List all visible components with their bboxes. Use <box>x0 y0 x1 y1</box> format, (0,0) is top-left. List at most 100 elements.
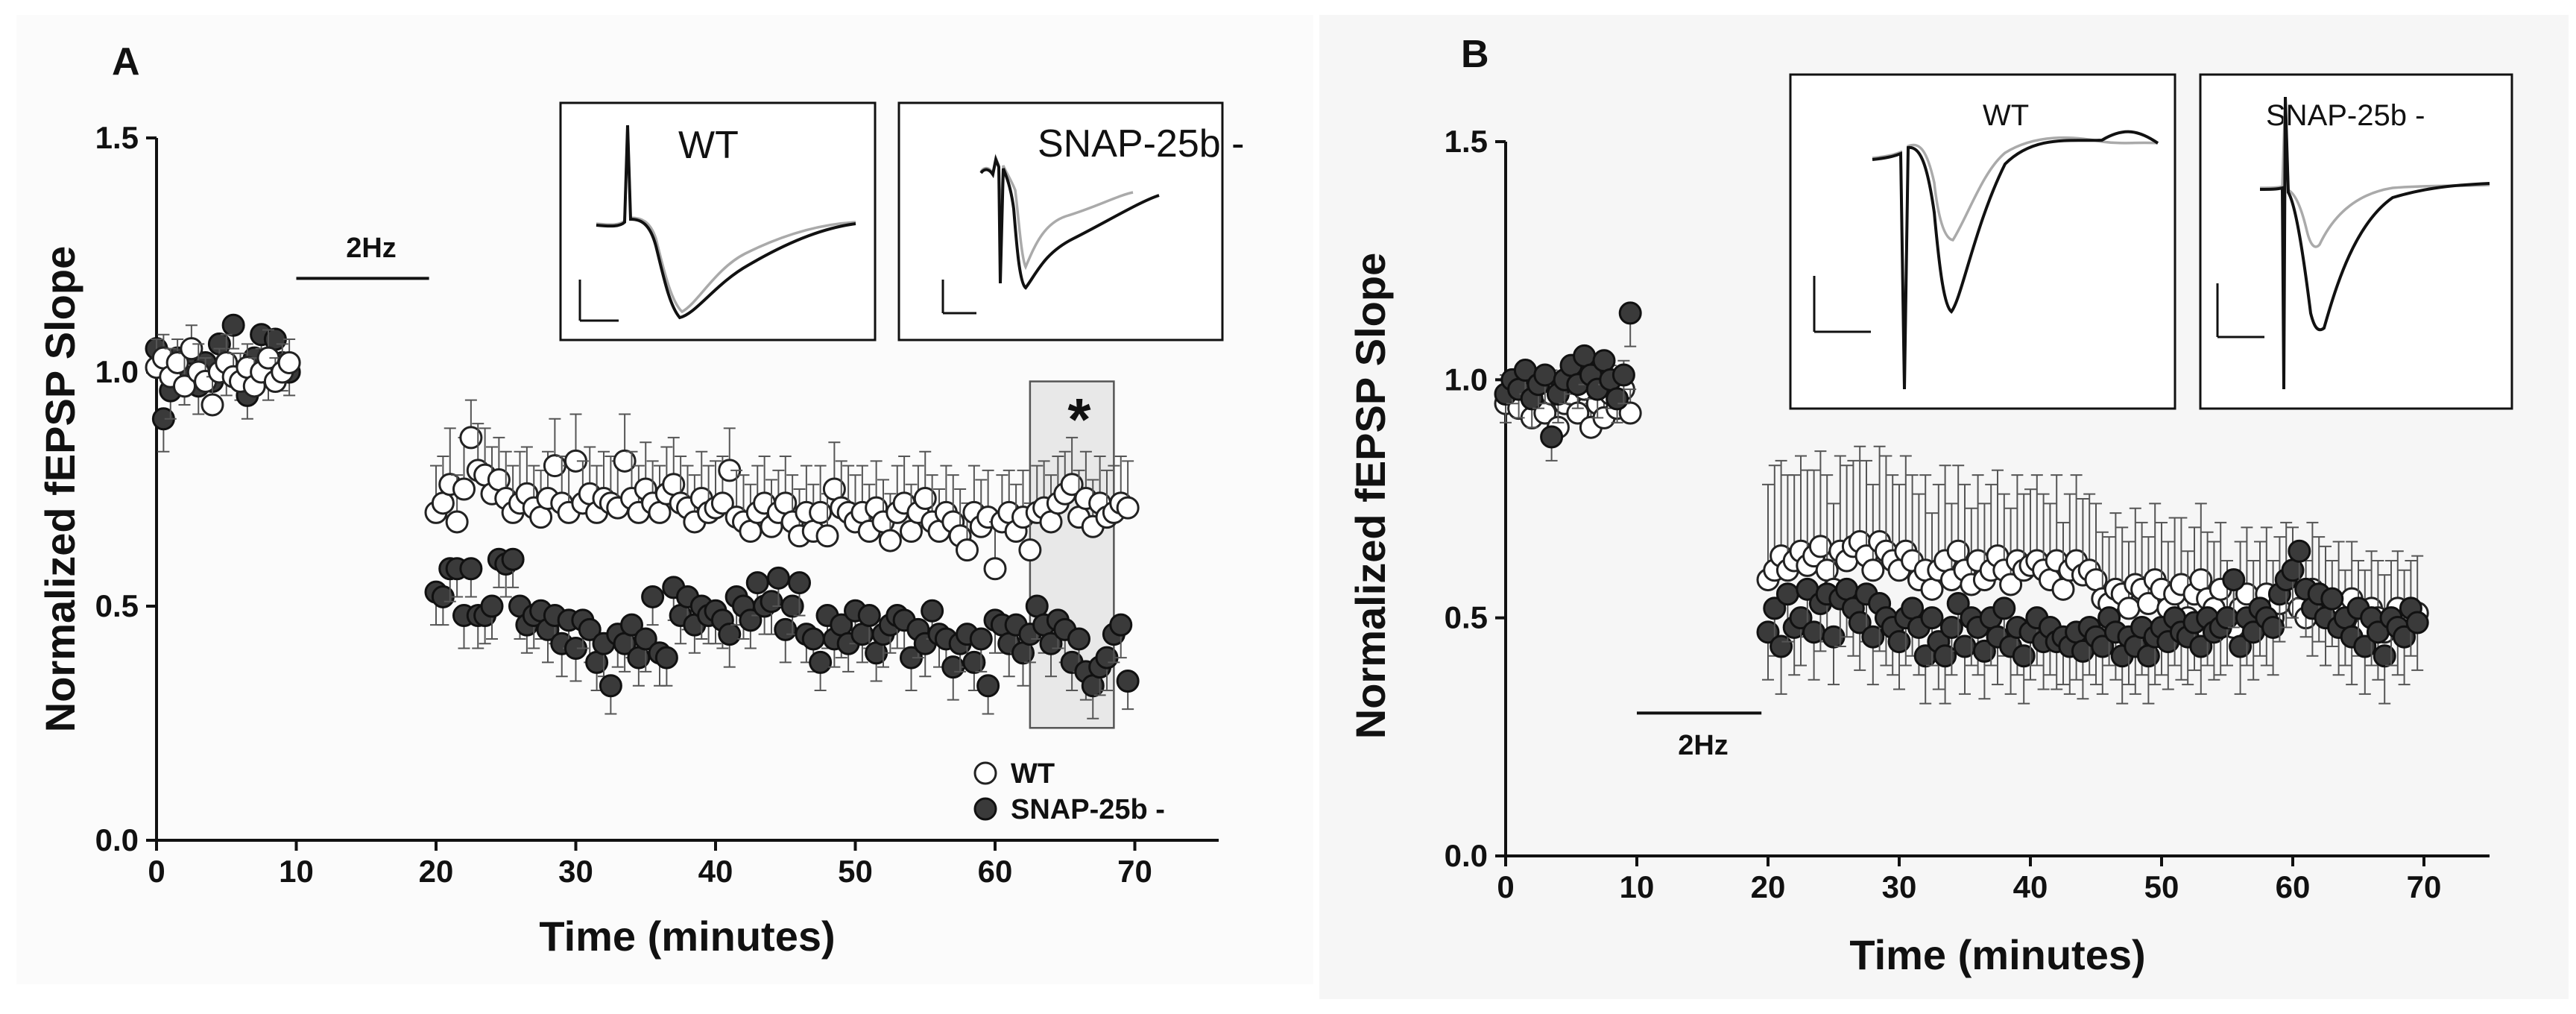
inset-wt: WT <box>1789 73 2176 410</box>
x-tick-label: 30 <box>1882 869 1917 904</box>
y-axis-label: Normalized fEPSP Slope <box>37 246 83 732</box>
data-point-wt <box>913 487 937 511</box>
legend-marker-wt <box>973 761 997 785</box>
x-tick-label: 10 <box>279 854 314 889</box>
legend-label-snap: SNAP-25b - <box>1011 794 1165 825</box>
data-point-snap25b <box>1887 630 1911 654</box>
inset-frame <box>897 101 1224 341</box>
data-point-snap25b <box>788 571 811 595</box>
stimulus-label: 2Hz <box>1678 730 1729 761</box>
data-point-wt <box>277 350 301 374</box>
data-point-snap25b <box>2189 634 2213 658</box>
data-point-snap25b <box>1992 596 2016 620</box>
data-point-snap25b <box>1540 425 1564 449</box>
x-axis-label: Time (minutes) <box>1849 931 2145 978</box>
x-tick-label: 50 <box>2144 869 2179 904</box>
data-point-snap25b <box>1939 615 1963 639</box>
data-point-wt <box>815 524 839 548</box>
data-point-snap25b <box>1109 613 1133 637</box>
data-point-snap25b <box>2222 568 2246 592</box>
data-point-wt <box>983 557 1007 581</box>
data-point-snap25b <box>1573 344 1597 368</box>
data-point-wt <box>1018 538 1042 562</box>
data-point-snap25b <box>1618 301 1642 325</box>
legend-label-wt: WT <box>1011 758 1055 790</box>
data-point-snap25b <box>857 604 881 628</box>
data-point-snap25b <box>801 627 825 651</box>
data-point-snap25b <box>718 623 742 646</box>
data-points <box>145 313 1140 719</box>
data-point-wt <box>613 449 637 473</box>
y-tick-label: 0.0 <box>95 822 139 857</box>
panel-a-label: A <box>112 40 140 84</box>
data-point-wt <box>710 491 734 515</box>
x-tick-label: 50 <box>838 854 873 889</box>
data-point-snap25b <box>620 613 643 637</box>
x-tick-label: 30 <box>558 854 593 889</box>
data-point-wt <box>956 538 979 562</box>
data-point-snap25b <box>1067 627 1090 651</box>
scale-bar <box>2216 283 2264 338</box>
legend-marker-snap <box>973 797 997 821</box>
data-point-snap25b <box>501 547 525 571</box>
panel-b: B 0.0 0.5 1.0 1.5 0 10 20 30 40 50 60 70 Normalize… <box>1347 33 2513 978</box>
data-point-wt <box>878 529 902 552</box>
data-point-wt <box>1861 558 1885 582</box>
y-tick-label: 0.0 <box>1445 838 1488 873</box>
x-tick-label: 70 <box>2407 869 2442 904</box>
data-point-snap25b <box>641 585 665 608</box>
trace-black <box>979 154 1160 290</box>
data-points <box>1494 301 2429 705</box>
data-point-snap25b <box>1972 639 1996 663</box>
data-point-wt <box>1618 401 1642 425</box>
inset-label: SNAP-25b - <box>2266 99 2425 132</box>
data-point-snap25b <box>1861 625 1885 649</box>
x-tick-label: 0 <box>1497 869 1514 904</box>
panel-a: A 0.0 0.5 1.0 1.5 0 10 20 30 40 50 60 70 Normalize… <box>37 40 1244 960</box>
x-tick-label: 40 <box>698 854 733 889</box>
data-point-snap25b <box>1848 611 1872 634</box>
data-point-snap25b <box>921 599 944 623</box>
data-point-snap25b <box>634 627 657 651</box>
data-point-snap25b <box>976 674 1000 698</box>
x-tick-label: 20 <box>419 854 454 889</box>
data-point-snap25b <box>2353 634 2377 658</box>
y-tick-label: 1.5 <box>1445 124 1488 159</box>
inset-frame <box>1789 73 2176 410</box>
x-ticks: 0 10 20 30 40 50 60 70 <box>148 840 1152 889</box>
inset-label: WT <box>1983 99 2029 132</box>
y-tick-label: 1.0 <box>1445 362 1488 397</box>
trace-black <box>596 125 856 320</box>
data-point-snap25b <box>2288 539 2311 563</box>
y-tick-label: 1.0 <box>95 354 139 389</box>
data-point-snap25b <box>1116 669 1140 693</box>
data-point-snap25b <box>2229 634 2253 658</box>
trace-black <box>2259 96 2490 390</box>
data-point-snap25b <box>654 646 678 670</box>
data-point-wt <box>459 426 483 450</box>
data-point-snap25b <box>1756 620 1780 644</box>
data-point-snap25b <box>2012 644 2036 668</box>
scale-bar <box>941 280 976 315</box>
y-tick-label: 1.5 <box>95 120 139 155</box>
inset-label: SNAP-25b - <box>1038 122 1244 166</box>
data-point-snap25b <box>969 627 993 651</box>
data-point-snap25b <box>962 650 986 674</box>
data-point-wt <box>2117 596 2141 620</box>
scale-bar <box>1813 276 1871 333</box>
inset-wt: WT <box>559 101 877 341</box>
x-ticks: 0 10 20 30 40 50 60 70 <box>1497 856 2441 904</box>
panel-b-label: B <box>1461 33 1489 76</box>
data-point-snap25b <box>1946 592 1970 616</box>
y-tick-label: 0.5 <box>1445 600 1488 635</box>
inset-frame <box>559 101 877 341</box>
data-point-wt <box>1060 473 1084 497</box>
data-point-snap25b <box>1933 644 1957 668</box>
data-point-wt <box>445 510 469 534</box>
data-point-snap25b <box>2405 611 2429 634</box>
data-point-snap25b <box>1763 596 1787 620</box>
x-tick-label: 0 <box>148 854 165 889</box>
inset-snap25b: SNAP-25b - <box>897 101 1244 341</box>
x-tick-label: 70 <box>1117 854 1152 889</box>
